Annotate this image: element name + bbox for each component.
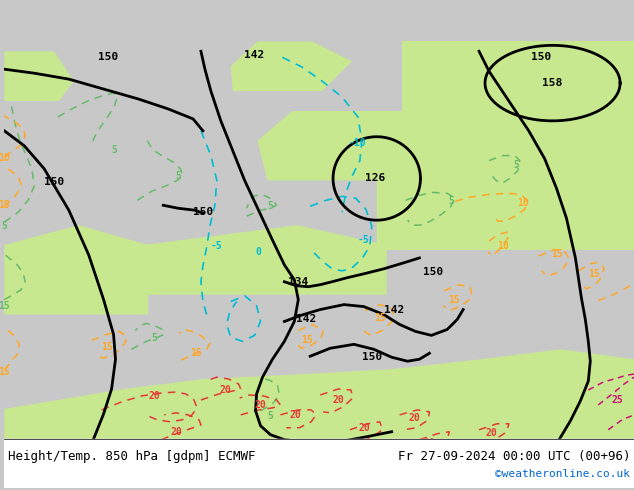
Text: 20: 20 bbox=[290, 410, 301, 420]
Text: 15: 15 bbox=[0, 300, 10, 311]
Text: 150: 150 bbox=[44, 177, 64, 188]
Text: 20: 20 bbox=[332, 395, 344, 405]
Text: 20: 20 bbox=[171, 427, 182, 437]
Text: 5: 5 bbox=[513, 160, 519, 170]
Text: 5: 5 bbox=[448, 196, 454, 206]
Text: 15: 15 bbox=[551, 249, 562, 259]
Text: 20: 20 bbox=[359, 423, 371, 433]
Text: -5: -5 bbox=[358, 235, 370, 245]
Text: 15: 15 bbox=[588, 269, 600, 279]
Text: 5: 5 bbox=[1, 221, 7, 231]
Text: 142: 142 bbox=[245, 50, 265, 60]
Text: Height/Temp. 850 hPa [gdpm] ECMWF: Height/Temp. 850 hPa [gdpm] ECMWF bbox=[8, 450, 256, 463]
Text: 150: 150 bbox=[98, 52, 119, 62]
Polygon shape bbox=[401, 41, 634, 121]
Text: 10: 10 bbox=[517, 198, 529, 208]
Text: 150: 150 bbox=[361, 352, 382, 362]
Polygon shape bbox=[4, 51, 74, 101]
Text: 0: 0 bbox=[256, 247, 261, 257]
Polygon shape bbox=[4, 349, 634, 439]
Text: 15: 15 bbox=[374, 314, 385, 323]
Text: 158: 158 bbox=[543, 78, 563, 88]
Text: 25: 25 bbox=[611, 395, 623, 405]
Polygon shape bbox=[4, 225, 148, 315]
Text: 20: 20 bbox=[485, 428, 497, 438]
Text: 150: 150 bbox=[424, 267, 444, 277]
Text: ©weatheronline.co.uk: ©weatheronline.co.uk bbox=[495, 469, 630, 479]
Text: -10: -10 bbox=[349, 138, 366, 147]
Text: Fr 27-09-2024 00:00 UTC (00+96): Fr 27-09-2024 00:00 UTC (00+96) bbox=[398, 450, 630, 463]
Text: 20: 20 bbox=[424, 438, 436, 448]
Text: 20: 20 bbox=[409, 413, 420, 423]
Text: 15: 15 bbox=[0, 200, 10, 210]
Text: 150: 150 bbox=[531, 52, 551, 62]
Text: 5: 5 bbox=[112, 145, 117, 155]
Text: 15: 15 bbox=[0, 367, 10, 377]
Text: 134: 134 bbox=[288, 277, 308, 287]
Text: -5: -5 bbox=[211, 241, 223, 251]
Text: 20: 20 bbox=[220, 385, 231, 395]
Text: 150: 150 bbox=[193, 207, 213, 217]
Text: 142: 142 bbox=[296, 315, 316, 324]
Text: 142: 142 bbox=[384, 305, 404, 315]
Polygon shape bbox=[231, 41, 352, 91]
Polygon shape bbox=[143, 225, 387, 294]
Text: 20: 20 bbox=[148, 391, 160, 401]
Text: 10: 10 bbox=[0, 152, 10, 163]
Text: 5: 5 bbox=[152, 333, 157, 343]
Text: 20: 20 bbox=[255, 400, 266, 410]
Bar bbox=[4, 51, 634, 439]
Text: 5: 5 bbox=[268, 411, 273, 421]
Bar bbox=[4, 439, 634, 489]
Text: 15: 15 bbox=[301, 335, 313, 345]
Text: 15: 15 bbox=[448, 294, 460, 305]
Text: 15: 15 bbox=[101, 343, 112, 352]
Text: 126: 126 bbox=[365, 173, 385, 183]
Text: 15: 15 bbox=[190, 348, 202, 358]
Polygon shape bbox=[257, 111, 491, 180]
Text: 5: 5 bbox=[175, 172, 181, 181]
Text: 10: 10 bbox=[497, 241, 508, 251]
Polygon shape bbox=[377, 121, 634, 250]
Text: 5: 5 bbox=[268, 201, 273, 211]
